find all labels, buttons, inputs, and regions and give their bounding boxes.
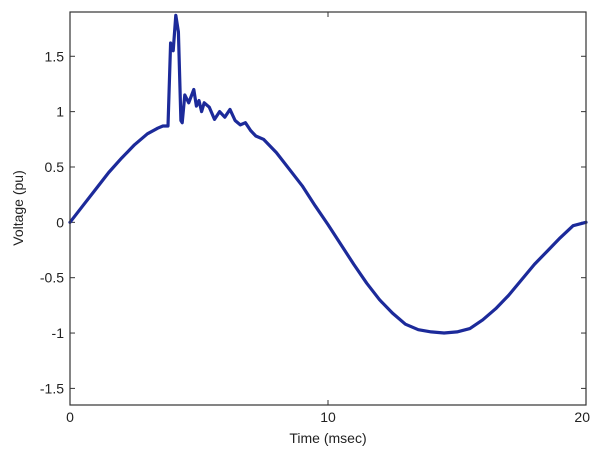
y-tick-label: 1 [56, 104, 64, 120]
x-tick-label: 20 [574, 409, 590, 425]
x-tick-label: 0 [66, 409, 74, 425]
y-tick-label: -0.5 [40, 270, 64, 286]
y-tick-label: 0 [56, 214, 64, 230]
plot-frame [69, 11, 587, 406]
y-tick-label: -1.5 [40, 380, 64, 396]
x-tick-label: 10 [320, 409, 336, 425]
y-axis: 1.5 1 0.5 0 -0.5 -1 -1.5 [40, 48, 586, 396]
y-axis-label: Voltage (pu) [10, 170, 26, 246]
x-axis-label: Time (msec) [289, 430, 366, 446]
y-tick-label: 0.5 [45, 159, 65, 175]
y-tick-label: 1.5 [45, 48, 65, 64]
series-line [68, 13, 588, 335]
y-tick-label: -1 [52, 325, 65, 341]
plot-background [70, 12, 586, 405]
